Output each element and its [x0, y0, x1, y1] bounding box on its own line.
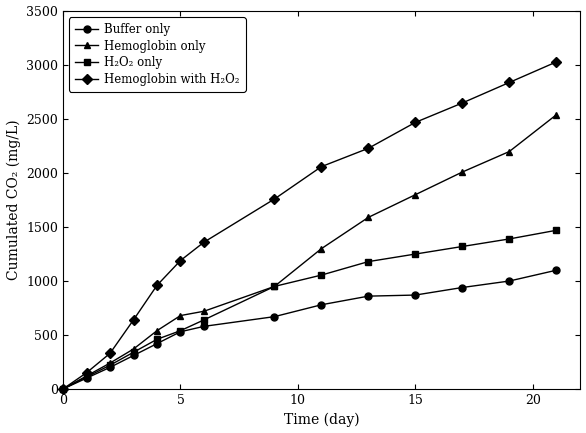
Hemoglobin only — [107, 360, 114, 365]
Line: H₂O₂ only: H₂O₂ only — [60, 227, 560, 392]
H₂O₂ only — [107, 362, 114, 368]
Buffer only — [553, 268, 560, 273]
Hemoglobin with H₂O₂ — [318, 164, 325, 169]
Buffer only — [506, 278, 513, 284]
Buffer only — [459, 285, 466, 290]
Line: Hemoglobin with H₂O₂: Hemoglobin with H₂O₂ — [60, 58, 560, 392]
Hemoglobin with H₂O₂ — [130, 317, 137, 323]
H₂O₂ only — [177, 328, 184, 333]
H₂O₂ only — [506, 236, 513, 242]
Buffer only — [271, 314, 278, 319]
H₂O₂ only — [459, 244, 466, 249]
H₂O₂ only — [271, 284, 278, 289]
Buffer only — [177, 329, 184, 334]
Hemoglobin with H₂O₂ — [459, 100, 466, 106]
Buffer only — [60, 386, 67, 391]
Line: Buffer only: Buffer only — [60, 267, 560, 392]
Hemoglobin only — [553, 112, 560, 117]
Buffer only — [365, 294, 372, 299]
Hemoglobin only — [130, 346, 137, 352]
Hemoglobin only — [60, 386, 67, 391]
Buffer only — [318, 302, 325, 307]
Hemoglobin only — [154, 328, 161, 333]
Buffer only — [412, 292, 419, 297]
Buffer only — [107, 365, 114, 370]
Hemoglobin only — [177, 313, 184, 318]
H₂O₂ only — [365, 259, 372, 264]
Hemoglobin only — [200, 309, 207, 314]
Hemoglobin only — [365, 215, 372, 220]
Hemoglobin with H₂O₂ — [107, 351, 114, 356]
Line: Hemoglobin only: Hemoglobin only — [60, 111, 560, 392]
Hemoglobin with H₂O₂ — [412, 120, 419, 125]
Hemoglobin with H₂O₂ — [200, 239, 207, 245]
H₂O₂ only — [318, 272, 325, 278]
H₂O₂ only — [130, 350, 137, 355]
Hemoglobin with H₂O₂ — [271, 197, 278, 202]
H₂O₂ only — [83, 375, 90, 380]
Hemoglobin with H₂O₂ — [60, 386, 67, 391]
Hemoglobin only — [459, 169, 466, 174]
Hemoglobin with H₂O₂ — [177, 258, 184, 263]
H₂O₂ only — [553, 228, 560, 233]
Buffer only — [200, 324, 207, 329]
Hemoglobin with H₂O₂ — [83, 370, 90, 375]
Buffer only — [154, 341, 161, 346]
Buffer only — [130, 353, 137, 358]
H₂O₂ only — [60, 386, 67, 391]
Hemoglobin only — [412, 192, 419, 197]
X-axis label: Time (day): Time (day) — [284, 412, 359, 427]
Hemoglobin with H₂O₂ — [365, 145, 372, 151]
Hemoglobin only — [318, 246, 325, 251]
Buffer only — [83, 375, 90, 381]
Hemoglobin with H₂O₂ — [506, 80, 513, 85]
Legend: Buffer only, Hemoglobin only, H₂O₂ only, Hemoglobin with H₂O₂: Buffer only, Hemoglobin only, H₂O₂ only,… — [69, 17, 246, 92]
Hemoglobin with H₂O₂ — [553, 59, 560, 65]
Hemoglobin with H₂O₂ — [154, 283, 161, 288]
H₂O₂ only — [200, 317, 207, 323]
Hemoglobin only — [271, 284, 278, 289]
H₂O₂ only — [154, 337, 161, 342]
Y-axis label: Cumulated CO₂ (mg/L): Cumulated CO₂ (mg/L) — [6, 120, 21, 281]
H₂O₂ only — [412, 252, 419, 257]
Hemoglobin only — [83, 373, 90, 378]
Hemoglobin only — [506, 149, 513, 154]
